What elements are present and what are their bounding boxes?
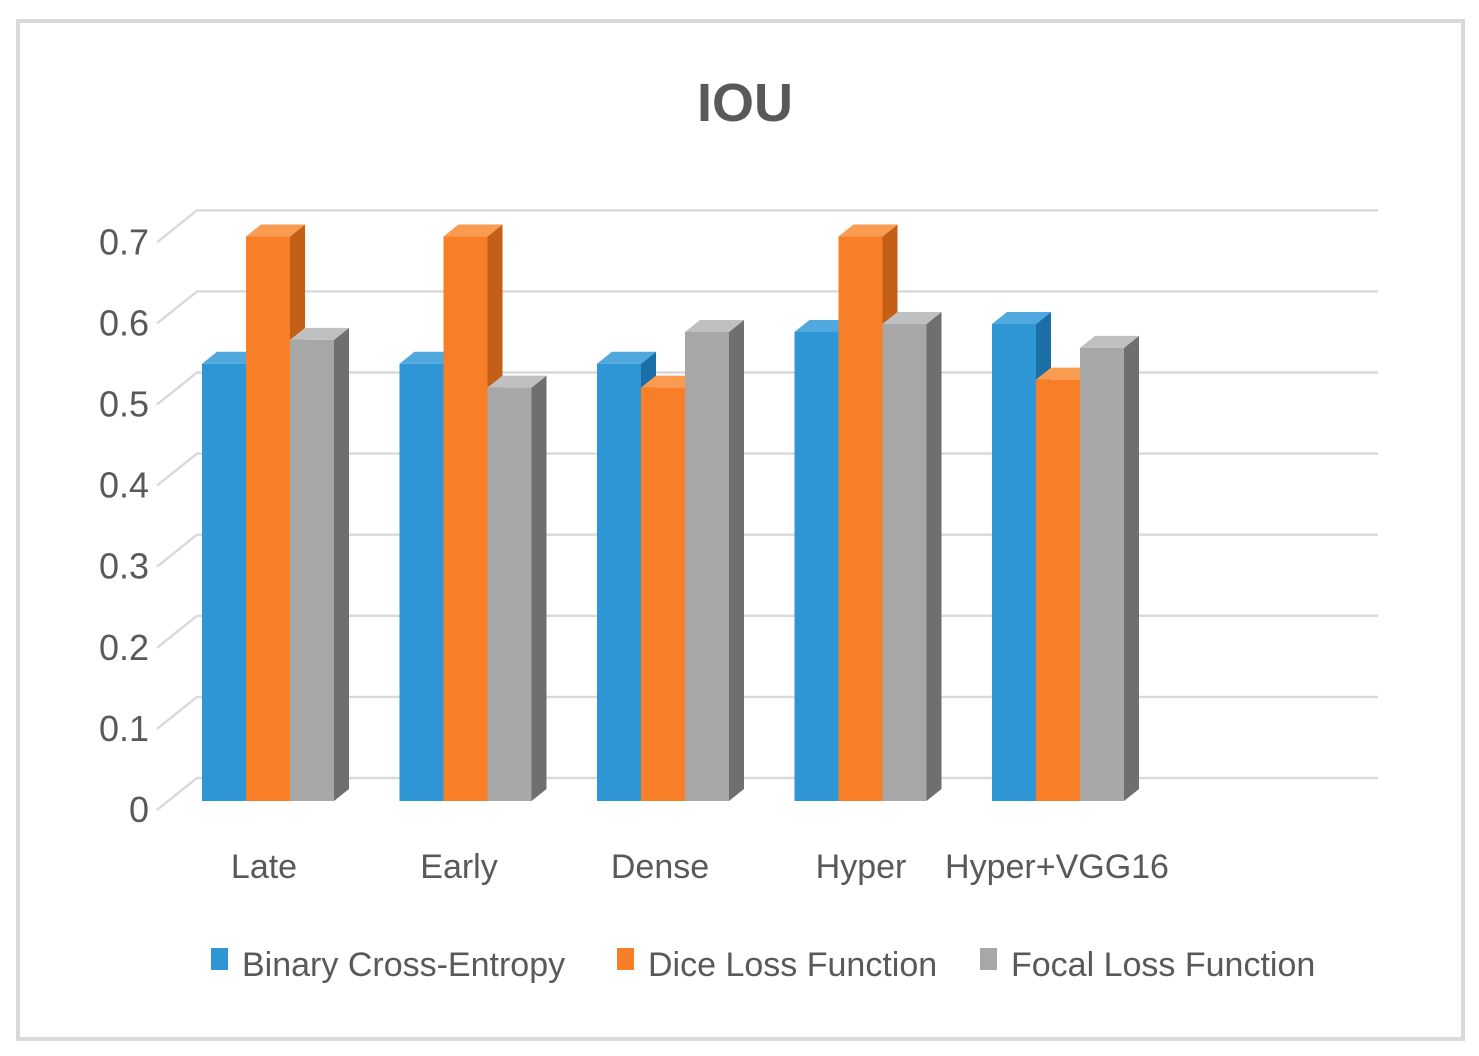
- legend-item-focal-loss-function: Focal Loss Function: [980, 946, 1315, 984]
- bar-late-binary-cross-entropy-front: [202, 363, 246, 801]
- bar-hyper-vgg16-focal-loss-function: [1080, 335, 1139, 801]
- bar-dense-focal-loss-function: [685, 319, 744, 801]
- bar-early-focal-loss-function-side: [531, 375, 547, 801]
- category-label-early: Early: [420, 848, 497, 886]
- gridline-0.5: [156, 371, 1378, 406]
- category-label-hyper: Hyper: [816, 848, 907, 886]
- legend-swatch-binary-cross-entropy: [211, 948, 228, 970]
- gridline-0.7: [156, 209, 1378, 244]
- legend-swatch-focal-loss-function: [980, 948, 997, 970]
- bar-hyper-focal-loss-function-front: [882, 324, 927, 801]
- category-label-hyper-vgg16: Hyper+VGG16: [945, 848, 1169, 886]
- gridline-0.1: [156, 695, 1378, 730]
- gridline-0.4: [156, 452, 1378, 487]
- y-axis-tick-label-0.2: 0.2: [99, 627, 149, 668]
- bar-hyper-focal-loss-function: [882, 312, 942, 801]
- legend-item-binary-cross-entropy: Binary Cross-Entropy: [211, 946, 565, 984]
- y-axis-tick-label-0.1: 0.1: [99, 708, 149, 749]
- legend-swatch-dice-loss-function: [617, 948, 634, 970]
- category-labels-group: Late Early Dense Hyper Hyper+VGG16: [231, 848, 1169, 886]
- gridline-0.6: [156, 290, 1378, 325]
- chart-title: IOU: [697, 73, 793, 133]
- bar-late-focal-loss-function-top: [290, 327, 349, 340]
- y-axis-tick-label-0.3: 0.3: [99, 546, 149, 587]
- category-label-late: Late: [231, 848, 297, 886]
- bar-late-focal-loss-function: [290, 327, 349, 801]
- bar-hyper-vgg16-binary-cross-entropy-front: [992, 324, 1036, 801]
- y-axis-tick-label-0: 0: [129, 789, 149, 830]
- bar-hyper-vgg16-focal-loss-function-side: [1124, 335, 1139, 801]
- bar-hyper-vgg16-focal-loss-function-top: [1080, 335, 1139, 348]
- bars-group: [202, 224, 1139, 802]
- bar-hyper-binary-cross-entropy-front: [794, 331, 839, 801]
- bar-late-dice-loss-function-top: [246, 224, 305, 237]
- gridline-0.2: [156, 614, 1378, 649]
- legend-label-focal-loss-function: Focal Loss Function: [1011, 946, 1315, 984]
- y-axis-tick-label-0.6: 0.6: [99, 302, 149, 343]
- bar-early-dice-loss-function-top: [443, 224, 503, 237]
- gridlines-group: [156, 209, 1378, 811]
- legend-label-binary-cross-entropy: Binary Cross-Entropy: [242, 946, 565, 984]
- category-label-dense: Dense: [611, 848, 709, 886]
- bar-early-focal-loss-function-front: [487, 387, 532, 801]
- bar-hyper-vgg16-focal-loss-function-front: [1080, 347, 1124, 801]
- bar-hyper-dice-loss-function-front: [838, 236, 883, 802]
- bar-hyper-focal-loss-function-side: [926, 312, 942, 801]
- legend-group: Binary Cross-Entropy Dice Loss Function Fo…: [211, 946, 1315, 984]
- legend-label-dice-loss-function: Dice Loss Function: [648, 946, 937, 984]
- bar-early-focal-loss-function-top: [487, 375, 547, 388]
- bar-early-dice-loss-function: [443, 224, 503, 802]
- y-axis-tick-label-0.4: 0.4: [99, 465, 149, 506]
- bar-late-dice-loss-function-front: [246, 236, 290, 802]
- bar-early-binary-cross-entropy-front: [399, 363, 444, 801]
- gridline-0: [156, 776, 1378, 811]
- bar-dense-focal-loss-function-front: [685, 331, 729, 801]
- bar-late-focal-loss-function-side: [334, 327, 349, 801]
- bar-dense-dice-loss-function-front: [641, 387, 685, 801]
- legend-item-dice-loss-function: Dice Loss Function: [617, 946, 937, 984]
- bar-dense-binary-cross-entropy-front: [597, 363, 641, 801]
- bar-hyper-focal-loss-function-top: [882, 312, 942, 324]
- bar-dense-binary-cross-entropy-top: [597, 351, 656, 364]
- y-axis-tick-labels-group: 0 0.1 0.2 0.3 0.4 0.5 0.6 0.7: [99, 221, 149, 830]
- bar-early-dice-loss-function-front: [443, 236, 488, 802]
- y-axis-tick-label-0.5: 0.5: [99, 384, 149, 425]
- y-axis-tick-label-0.7: 0.7: [99, 221, 149, 262]
- bar-hyper-dice-loss-function-top: [838, 224, 898, 237]
- bar-hyper-vgg16-binary-cross-entropy-top: [992, 312, 1051, 324]
- gridline-0.3: [156, 533, 1378, 568]
- bar-dense-focal-loss-function-top: [685, 319, 744, 332]
- bar-hyper-vgg16-dice-loss-function-front: [1036, 379, 1080, 801]
- bar-dense-focal-loss-function-side: [729, 319, 744, 801]
- bar-late-focal-loss-function-front: [290, 339, 334, 801]
- bar-early-focal-loss-function: [487, 375, 547, 801]
